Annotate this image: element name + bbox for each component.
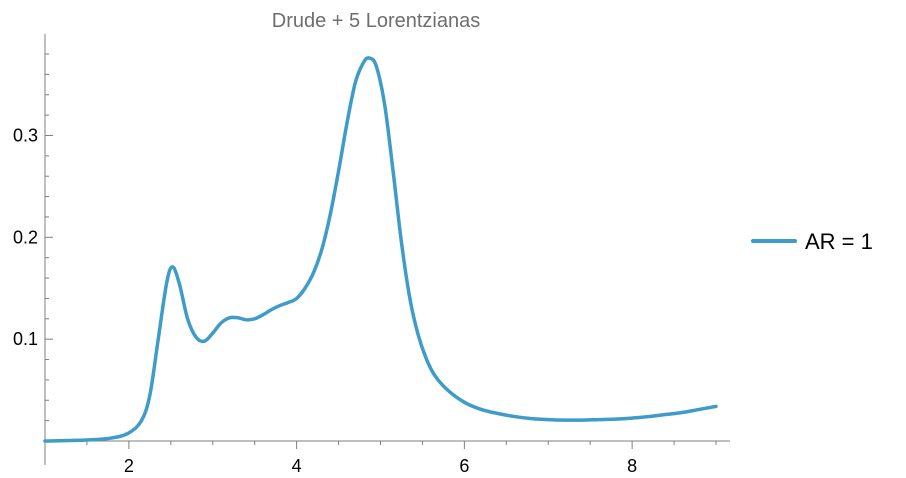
series-line-0 xyxy=(43,56,718,443)
axes: 2 4 6 8 0.1 0.2 0.3 xyxy=(13,34,730,476)
x-tick-label: 6 xyxy=(459,456,469,476)
chart-title: Drude + 5 Lorentzianas xyxy=(272,10,480,32)
legend-entry-label: AR = 1 xyxy=(805,229,873,254)
x-tick-label: 8 xyxy=(627,456,637,476)
x-tick-label: 2 xyxy=(124,456,134,476)
legend: AR = 1 xyxy=(751,229,873,254)
y-tick-label: 0.3 xyxy=(13,125,38,145)
x-tick-label: 4 xyxy=(292,456,302,476)
plot-area xyxy=(43,56,718,443)
y-tick-label: 0.1 xyxy=(13,329,38,349)
y-tick-label: 0.2 xyxy=(13,227,38,247)
